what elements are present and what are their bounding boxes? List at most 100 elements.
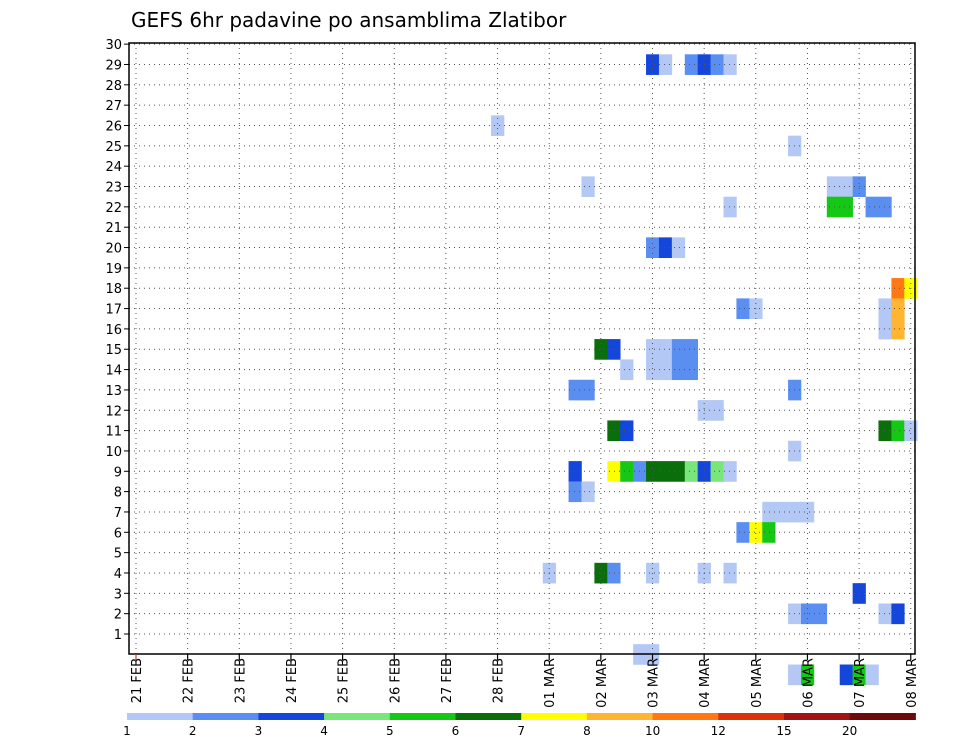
colorbar-swatch-9 [718, 713, 785, 720]
cell-69 [762, 522, 776, 543]
colorbar-label-2: 3 [255, 724, 263, 738]
cell-17 [646, 237, 660, 259]
cell-9 [826, 176, 841, 197]
x-tick-label-7: 28 FEB [492, 658, 507, 703]
y-tick-label-19: 19 [105, 262, 122, 277]
cell-14 [839, 196, 853, 218]
colorbar-label-5: 6 [452, 724, 460, 738]
x-tick-label-10: 03 MAR [647, 658, 662, 708]
y-tick-label-15: 15 [105, 343, 122, 358]
y-tick-label-8: 8 [114, 486, 122, 501]
cell-63 [762, 501, 776, 523]
colorbar-swatch-2 [258, 713, 325, 720]
x-tick-label-0: 21 FEB [130, 658, 145, 703]
colorbar-swatch-6 [521, 713, 588, 720]
cell-62 [581, 481, 595, 503]
y-tick-label-23: 23 [105, 181, 122, 196]
cell-87 [852, 664, 866, 686]
y-tick-label-7: 7 [114, 506, 122, 521]
y-tick-label-22: 22 [105, 201, 122, 216]
cell-57 [684, 461, 698, 482]
x-tick-label-5: 26 FEB [388, 658, 403, 703]
x-tick-label-2: 23 FEB [233, 658, 248, 703]
y-tick-label-1: 1 [114, 628, 122, 643]
x-tick-label-13: 06 MAR [801, 658, 816, 708]
colorbar-swatch-3 [324, 713, 391, 720]
y-tick-label-4: 4 [114, 567, 122, 582]
y-tick-label-20: 20 [105, 242, 122, 257]
colorbar-label-0: 1 [123, 724, 131, 738]
y-tick-label-13: 13 [105, 384, 122, 399]
colorbar-label-9: 12 [711, 724, 726, 738]
colorbar-swatch-0 [127, 713, 194, 720]
y-tick-label-26: 26 [105, 120, 122, 135]
cell-88 [865, 664, 879, 686]
x-axis: 21 FEB 22 FEB 23 FEB 24 FEB 25 FEB 26 FEB 27 F… [130, 654, 920, 708]
cell-64 [775, 501, 789, 523]
cell-16 [878, 196, 892, 218]
y-tick-label-10: 10 [105, 445, 122, 460]
cell-34 [620, 359, 634, 381]
x-tick-label-12: 05 MAR [750, 658, 765, 708]
cell-25 [891, 318, 905, 340]
y-tick-label-25: 25 [105, 140, 122, 155]
cell-48 [904, 420, 918, 442]
cell-2 [684, 54, 698, 75]
cell-27 [891, 298, 905, 320]
cell-61 [568, 481, 582, 503]
y-tick-label-27: 27 [105, 99, 122, 114]
cell-85 [800, 664, 815, 686]
x-tick-label-11: 04 MAR [698, 658, 713, 708]
cell-68 [749, 522, 763, 543]
colorbar-label-7: 8 [583, 724, 591, 738]
cell-0 [646, 54, 660, 75]
x-tick-label-3: 24 FEB [285, 658, 300, 703]
cell-28 [594, 339, 608, 360]
cell-47 [891, 420, 905, 442]
cell-52 [620, 461, 634, 482]
x-tick-label-8: 01 MAR [543, 658, 558, 708]
cell-4 [710, 54, 724, 75]
colorbar-label-11: 20 [842, 724, 857, 738]
grid-lines [129, 43, 915, 654]
y-tick-label-9: 9 [114, 465, 122, 480]
colorbar-swatch-1 [192, 713, 259, 720]
colorbar-label-1: 2 [189, 724, 197, 738]
cell-60 [723, 461, 737, 482]
y-tick-label-6: 6 [114, 526, 122, 541]
cell-1 [658, 54, 673, 75]
cell-66 [800, 501, 815, 523]
colorbar-label-3: 4 [320, 724, 328, 738]
cell-30 [646, 339, 660, 360]
cell-67 [736, 522, 750, 543]
colorbar: 1 2 3 4 5 6 7 8 10 12 15 20 [123, 713, 916, 738]
cell-31 [658, 339, 673, 360]
cell-5 [723, 54, 737, 75]
x-tick-label-6: 27 FEB [440, 658, 455, 703]
y-tick-label-2: 2 [114, 608, 122, 623]
cell-54 [646, 461, 660, 482]
cell-75 [723, 562, 737, 584]
y-tick-label-16: 16 [105, 323, 122, 338]
y-tick-label-30: 30 [105, 38, 122, 53]
cell-44 [607, 420, 621, 442]
cell-55 [658, 461, 673, 482]
cell-38 [684, 359, 698, 381]
y-tick-label-17: 17 [105, 303, 122, 318]
y-tick-label-5: 5 [114, 547, 122, 562]
cell-26 [878, 298, 892, 320]
cell-33 [684, 339, 698, 360]
x-tick-label-1: 22 FEB [182, 658, 197, 703]
cell-79 [813, 603, 828, 625]
cell-6 [491, 115, 505, 136]
cell-32 [671, 339, 686, 360]
colorbar-swatch-10 [784, 713, 851, 720]
cell-50 [568, 461, 582, 482]
colorbar-swatch-7 [586, 713, 654, 720]
y-tick-label-11: 11 [105, 425, 122, 440]
colorbar-label-6: 7 [517, 724, 525, 738]
x-tick-label-9: 02 MAR [595, 658, 610, 708]
cell-10 [839, 176, 853, 197]
cell-29 [607, 339, 621, 360]
